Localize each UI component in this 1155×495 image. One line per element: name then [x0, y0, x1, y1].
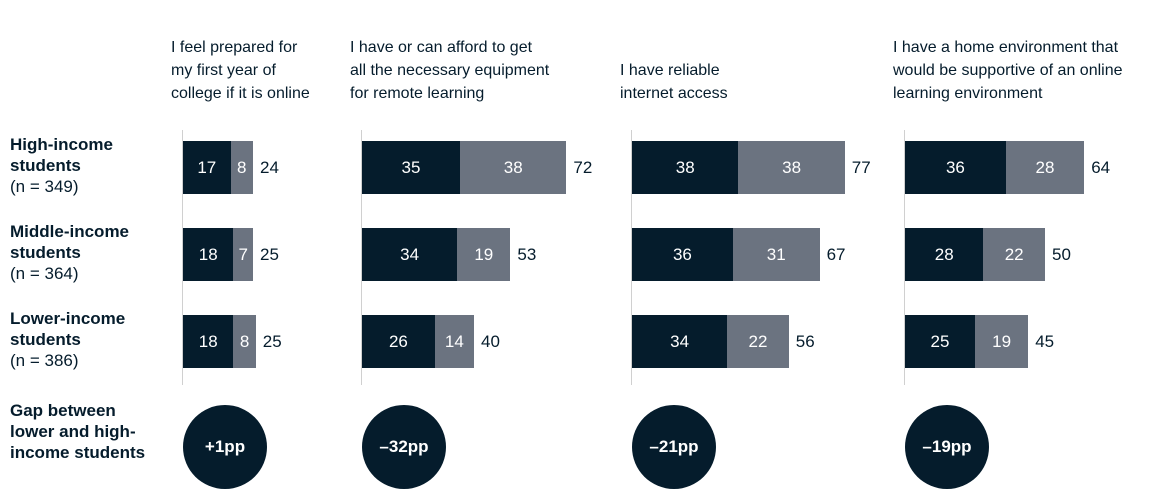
row-n: (n = 386)	[10, 351, 79, 370]
total-label: 64	[1091, 158, 1111, 177]
bar-segment: 8	[233, 315, 256, 368]
total-label: 72	[573, 158, 593, 177]
axis-line	[904, 130, 905, 385]
row-name: Middle-income students	[10, 222, 130, 262]
row-name: Lower-income students	[10, 309, 126, 349]
bar-segment: 19	[457, 228, 511, 281]
total-label: 25	[262, 332, 282, 351]
gap-badge: –19pp	[905, 405, 989, 489]
total-label: 50	[1052, 245, 1071, 264]
total-label: 25	[260, 245, 279, 264]
row-label: Middle-income students (n = 364)	[10, 221, 170, 284]
bar-segment: 25	[905, 315, 975, 368]
gap-title: Gap between lower and high-income studen…	[10, 401, 146, 462]
bar-segment: 31	[732, 228, 820, 281]
bar-segment: 14	[434, 315, 474, 368]
bar-segment: 36	[632, 228, 733, 281]
row-n: (n = 364)	[10, 264, 79, 283]
bar-segment: 34	[632, 315, 728, 368]
axis-line	[182, 130, 183, 385]
bar-segment: 26	[362, 315, 435, 368]
total-label: 53	[517, 245, 537, 264]
total-label: 67	[826, 245, 846, 264]
gap-badge: +1pp	[183, 405, 267, 489]
bar-segment: 28	[1005, 141, 1085, 194]
total-label: 45	[1035, 332, 1055, 351]
total-label: 77	[851, 158, 871, 177]
bar-segment: 18	[183, 228, 234, 281]
bar-segment: 38	[738, 141, 845, 194]
panel-title: I have reliable internet access	[620, 62, 728, 102]
bar-segment: 19	[975, 315, 1029, 368]
bar-segment: 18	[183, 315, 234, 368]
bar-segment: 35	[362, 141, 460, 194]
bar-segment: 8	[230, 141, 253, 194]
bar-segment: 22	[983, 228, 1045, 281]
axis-line	[361, 130, 362, 385]
panel-title: I have a home environment that would be …	[893, 39, 1123, 102]
row-label: High-income students (n = 349)	[10, 134, 170, 197]
bar-segment: 17	[183, 141, 231, 194]
bar-segment: 38	[460, 141, 567, 194]
axis-line	[631, 130, 632, 385]
bar-segment: 38	[632, 141, 739, 194]
total-label: 40	[481, 332, 500, 351]
bar-segment: 34	[362, 228, 458, 281]
bar-segment: 22	[727, 315, 789, 368]
bar-segment: 36	[905, 141, 1006, 194]
total-label: 24	[260, 158, 279, 177]
panel-title: I feel prepared for my first year of col…	[171, 39, 310, 102]
gap-badge: –32pp	[362, 405, 446, 489]
row-label: Lower-income students (n = 386)	[10, 308, 170, 371]
bar-segment: 28	[905, 228, 984, 281]
bar-segment: 7	[233, 228, 253, 281]
row-n: (n = 349)	[10, 177, 79, 196]
total-label: 56	[795, 332, 815, 351]
gap-badge: –21pp	[632, 405, 716, 489]
row-name: High-income students	[10, 135, 113, 175]
panel-title: I have or can afford to get all the nece…	[350, 39, 550, 102]
